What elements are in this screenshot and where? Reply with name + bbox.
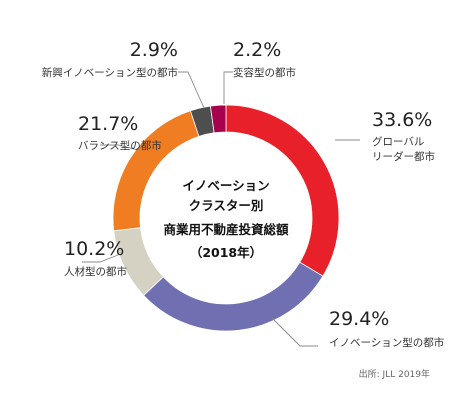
leader-line-5 bbox=[178, 71, 205, 109]
slice-category-label-5-1: 新興イノベーション型の都市 bbox=[42, 66, 178, 79]
center-title-line-2: クラスター別 bbox=[189, 198, 264, 213]
slice-percent-label-3: 10.2% bbox=[64, 238, 124, 260]
center-title-line-3: 商業用不動産投資総額 bbox=[163, 222, 289, 237]
slice-percent-label-4: 21.7% bbox=[78, 113, 138, 135]
slice-percent-label-6: 2.2% bbox=[233, 39, 281, 61]
slice-category-label-4-1: バランス型の都市 bbox=[78, 139, 162, 152]
slice-category-label-6-1: 変容型の都市 bbox=[233, 66, 296, 79]
slice-percent-label-5: 2.9% bbox=[130, 39, 178, 61]
center-title: イノベーション クラスター別 商業用不動産投資総額 （2018年） bbox=[163, 178, 289, 260]
donut-slice-6 bbox=[209, 104, 227, 134]
leader-line-2 bbox=[271, 317, 318, 347]
leader-line-3 bbox=[82, 254, 119, 263]
donut-slices bbox=[112, 104, 340, 332]
donut-slice-2 bbox=[143, 261, 324, 332]
slice-category-label-3-1: 人材型の都市 bbox=[64, 265, 127, 278]
leader-line-6 bbox=[223, 71, 233, 104]
slice-category-label-1-1: グローバル bbox=[372, 135, 424, 148]
slice-category-label-2-1: イノベーション型の都市 bbox=[329, 336, 444, 349]
slice-category-label-1-2: リーダー都市 bbox=[372, 150, 435, 163]
center-title-line-1: イノベーション bbox=[182, 178, 269, 193]
source-note: 出所: JLL 2019年 bbox=[359, 368, 430, 380]
slice-percent-label-2: 29.4% bbox=[329, 308, 389, 330]
leader-line-4 bbox=[100, 144, 139, 151]
slice-percent-label-1: 33.6% bbox=[372, 109, 432, 131]
leader-lines bbox=[82, 71, 360, 347]
center-title-line-4: （2018年） bbox=[190, 245, 262, 260]
